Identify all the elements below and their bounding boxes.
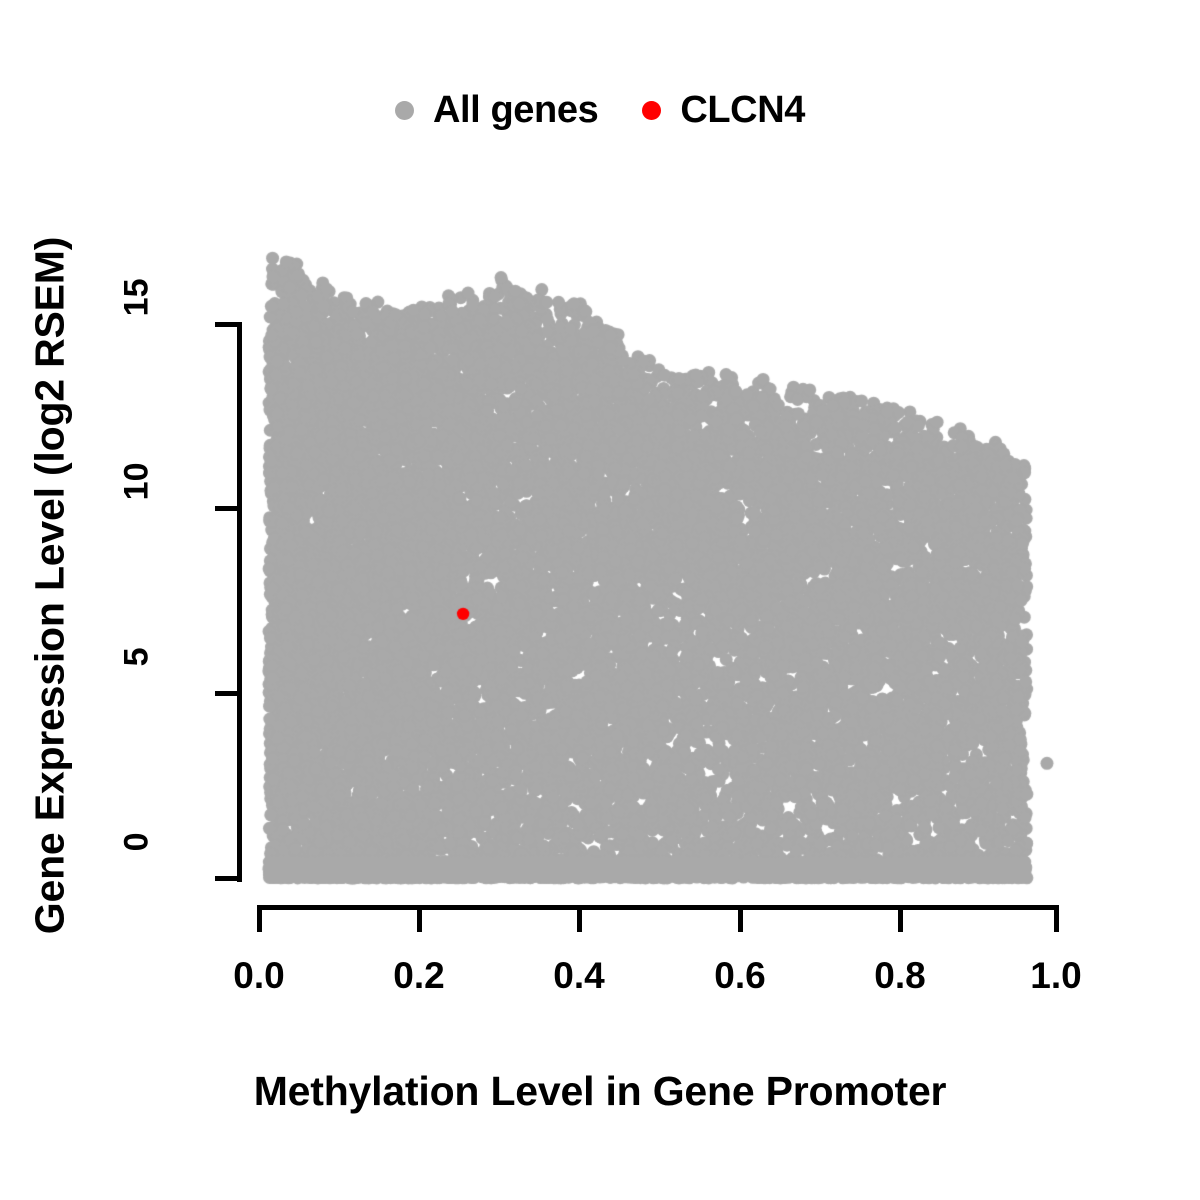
- x-axis-title: Methylation Level in Gene Promoter: [253, 1068, 947, 1114]
- legend-marker-grey-circle-icon: [394, 100, 414, 120]
- y-axis-title: Gene Expression Level (log2 RSEM): [26, 236, 73, 935]
- y-tick-label-15: 15: [117, 278, 156, 317]
- x-tick-0.2: [417, 905, 422, 932]
- x-tick-0.0: [257, 905, 262, 932]
- x-tick-label-0.6: 0.6: [714, 955, 766, 996]
- x-tick-label-0.0: 0.0: [233, 955, 285, 996]
- legend-entry-clcn4: CLCN4: [642, 89, 805, 132]
- legend-marker-red-circle-icon: [642, 100, 662, 120]
- legend-label-all-genes: All genes: [432, 88, 599, 131]
- x-tick-label-0.2: 0.2: [393, 955, 445, 996]
- y-tick-label-5: 5: [117, 647, 156, 667]
- y-tick-label-10: 10: [117, 462, 156, 501]
- x-tick-1.0: [1054, 905, 1059, 932]
- x-tick-0.8: [898, 905, 903, 932]
- y-tick-0: [215, 876, 242, 881]
- x-tick-0.6: [738, 905, 743, 932]
- y-tick-10: [215, 506, 242, 511]
- x-tick-label-0.4: 0.4: [553, 955, 605, 996]
- x-tick-label-1.0: 1.0: [1030, 955, 1082, 996]
- legend-label-clcn4: CLCN4: [680, 88, 806, 131]
- x-axis-line: [257, 905, 1059, 910]
- y-tick-15: [215, 322, 242, 327]
- y-tick-label-0: 0: [117, 832, 156, 852]
- x-tick-label-0.8: 0.8: [874, 955, 926, 996]
- x-tick-0.4: [577, 905, 582, 932]
- chart-legend: All genes CLCN4: [0, 82, 1200, 138]
- y-tick-5: [215, 691, 242, 696]
- y-axis-line: [237, 324, 242, 882]
- legend-entry-all-genes: All genes: [394, 88, 599, 132]
